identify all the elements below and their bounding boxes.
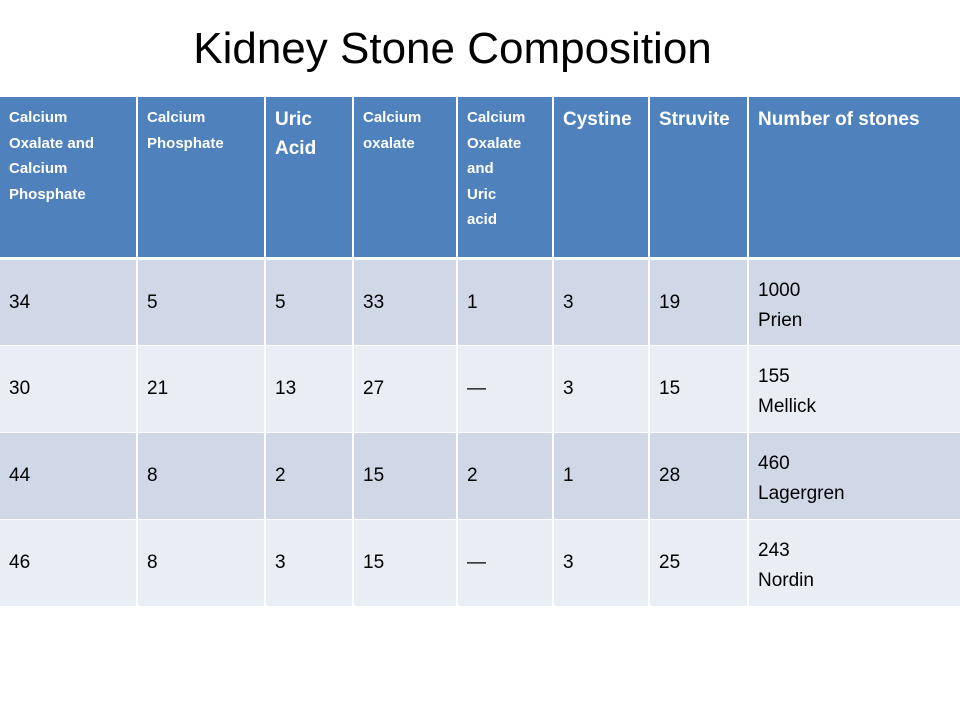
table-header: Calcium Oxalate and Calcium Phosphate Calciu… — [0, 97, 960, 260]
stone-count-value: 1000 — [758, 279, 801, 301]
header-text-line: Phosphate — [147, 134, 224, 152]
table-cell: 27 — [352, 345, 458, 433]
table-cell: 3 — [552, 345, 650, 433]
table-cell: 19 — [648, 258, 749, 346]
stone-count-cell: 1000 Prien — [747, 258, 960, 346]
table-row: 46 8 3 15—3 25 243 Nordin — [0, 519, 960, 607]
header-text-line: Calcium — [9, 109, 68, 126]
table-body: 34 5 5 33 1 3 19 1000 Prien 30 21 13 27—3 15 155 Mellic… — [0, 258, 960, 607]
header-text-line: Oxalate — [467, 134, 522, 152]
table-cell: 8 — [136, 432, 266, 520]
header-text-line: Cystine — [563, 109, 632, 130]
table-cell: — — [456, 345, 554, 433]
header-struvite: Struvite — [648, 97, 749, 260]
header-row: Calcium Oxalate and Calcium Phosphate Calciu… — [0, 97, 960, 260]
stone-count-cell: 460 Lagergren — [747, 432, 960, 520]
stone-count-value: 243 — [758, 539, 790, 561]
table-cell: 3 — [552, 258, 650, 346]
table-cell: 5 — [264, 258, 354, 346]
table-cell: 1 — [552, 432, 650, 520]
header-text-line: Acid — [275, 138, 317, 159]
table-cell: 2 — [264, 432, 354, 520]
study-author: Nordin — [758, 569, 814, 591]
table-cell: — — [456, 519, 554, 607]
composition-table: Calcium Oxalate and Calcium Phosphate Calciu… — [0, 97, 960, 607]
table-cell: 28 — [648, 432, 749, 520]
table-cell: 25 — [648, 519, 749, 607]
table-cell: 2 — [456, 432, 554, 520]
table-cell: 13 — [264, 345, 354, 433]
stone-count-value: 155 — [758, 365, 790, 387]
table-cell: 3 — [552, 519, 650, 607]
table-cell: 1 — [456, 258, 554, 346]
header-text-line: Phosphate — [9, 185, 86, 203]
table-row: 30 21 13 27—3 15 155 Mellick — [0, 345, 960, 433]
header-text-line: Calcium — [9, 160, 68, 177]
stone-count-value: 460 — [758, 452, 790, 474]
header-text-line: Number of stones — [758, 109, 920, 130]
header-calcium-phosphate: Calcium Phosphate — [136, 97, 266, 260]
header-calcium-oxalate-and-calcium-phosphate: Calcium Oxalate and Calcium Phosphate — [0, 97, 138, 260]
table-cell: 44 — [0, 432, 138, 520]
header-text-line: Calcium — [147, 109, 206, 126]
stone-count-cell: 155 Mellick — [747, 345, 960, 433]
header-calcium-oxalate: Calcium oxalate — [352, 97, 458, 260]
header-text-line: Oxalate and — [9, 134, 95, 152]
table-cell: 3 — [264, 519, 354, 607]
header-text-line: Uric — [275, 109, 312, 130]
slide-title: Kidney Stone Composition — [193, 24, 712, 73]
header-text-line: Uric — [467, 185, 497, 203]
table-cell: 34 — [0, 258, 138, 346]
header-text-line: acid — [467, 211, 498, 228]
table-cell: 15 — [352, 519, 458, 607]
table-cell: 30 — [0, 345, 138, 433]
header-uric-acid: Uric Acid — [264, 97, 354, 260]
stone-count-cell: 243 Nordin — [747, 519, 960, 607]
table-cell: 33 — [352, 258, 458, 346]
table-cell: 46 — [0, 519, 138, 607]
study-author: Prien — [758, 309, 803, 331]
header-text-line: oxalate — [363, 134, 415, 152]
header-text-line: and — [467, 160, 494, 177]
study-author: Lagergren — [758, 482, 845, 504]
table-cell: 15 — [352, 432, 458, 520]
header-cystine: Cystine — [552, 97, 650, 260]
table-cell: 5 — [136, 258, 266, 346]
table-cell: 8 — [136, 519, 266, 607]
header-number-of-stones: Number of stones — [747, 97, 960, 260]
header-text-line: Struvite — [659, 109, 730, 130]
header-text-line: Calcium — [467, 109, 526, 126]
header-text-line: Calcium — [363, 109, 422, 126]
table-row: 44 8 2 15 2 1 28 460 Lagergren — [0, 432, 960, 520]
study-author: Mellick — [758, 395, 817, 417]
table-cell: 21 — [136, 345, 266, 433]
table-cell: 15 — [648, 345, 749, 433]
header-calcium-oxalate-and-uric-acid: Calcium Oxalate and Uric acid — [456, 97, 554, 260]
table-row: 34 5 5 33 1 3 19 1000 Prien — [0, 258, 960, 346]
